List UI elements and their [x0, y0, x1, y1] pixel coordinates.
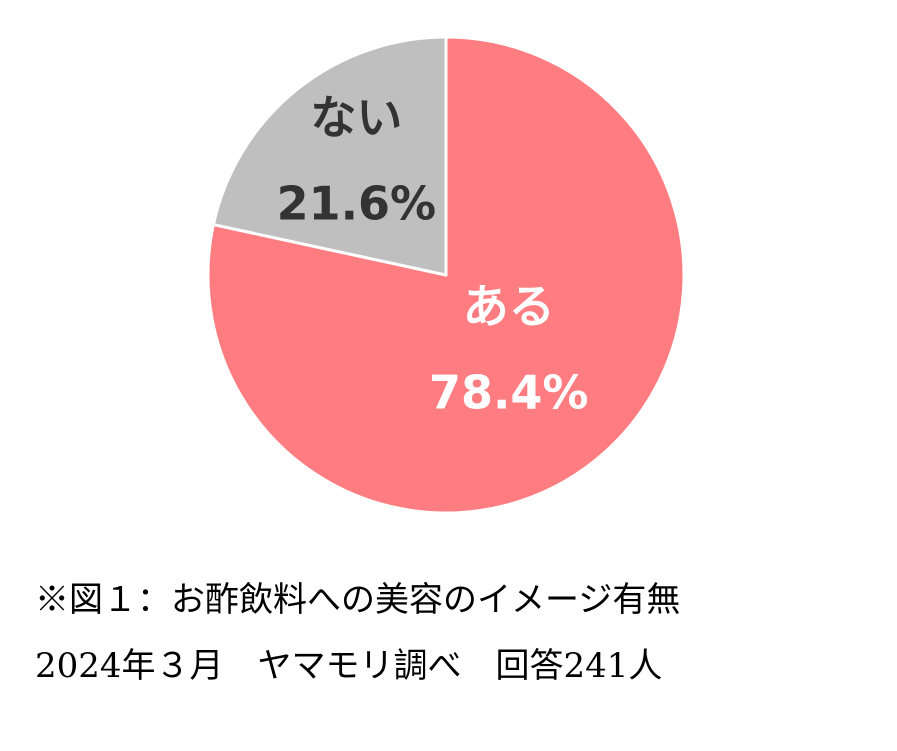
pie-slice	[206, 35, 686, 515]
pie-slice	[211, 35, 448, 277]
value-label: 21.6%	[277, 176, 437, 230]
caption-line: ※図１：お酢飲料への美容のイメージ有無	[35, 580, 680, 620]
caption-line: 2024年３月 ヤマモリ調べ 回答241人	[35, 646, 662, 686]
slice-label: ある	[463, 279, 555, 333]
slice-label: ない	[310, 90, 402, 144]
value-label: 78.4%	[429, 365, 589, 419]
